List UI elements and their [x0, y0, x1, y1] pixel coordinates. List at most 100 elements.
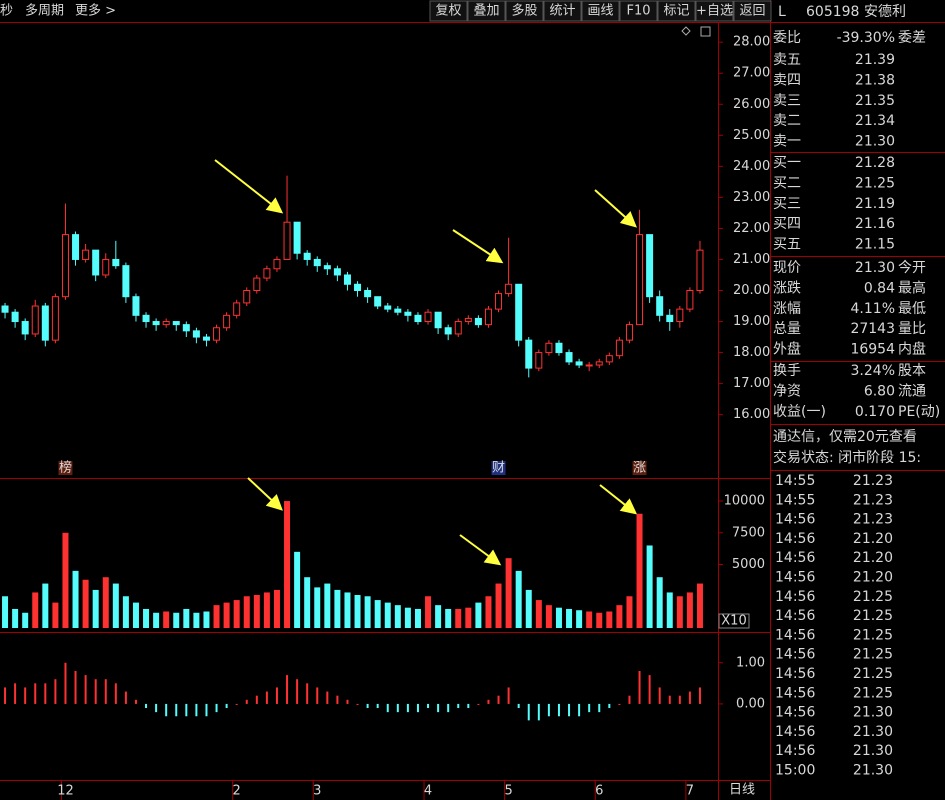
quote-right-label: 委差 — [898, 30, 926, 46]
candle-body — [313, 258, 321, 267]
unit-box — [718, 613, 750, 629]
toolbar-button[interactable] — [505, 0, 544, 22]
macd-bar — [396, 703, 399, 713]
quote-value: -39.30% — [837, 30, 895, 46]
quote-value: 21.19 — [855, 196, 895, 212]
toolbar-button-label[interactable]: 统计 — [549, 4, 575, 19]
quote-value: 21.34 — [855, 113, 895, 129]
toolbar-button-label[interactable]: 多股 — [511, 3, 537, 19]
volume-bar — [32, 592, 39, 628]
macd-bar — [507, 687, 510, 704]
macd-bar — [457, 703, 460, 709]
toolbar-button-label[interactable]: 标记 — [663, 4, 689, 19]
arrow — [599, 484, 638, 515]
quote-label: 卖二 — [773, 113, 801, 129]
candle-body — [303, 252, 311, 260]
volume-bar — [374, 600, 381, 628]
menu-item[interactable]: 更多 > — [75, 3, 116, 19]
toolbar-button[interactable] — [619, 0, 658, 22]
macd-bar — [366, 703, 369, 709]
macd-bar — [668, 695, 671, 704]
stock-code: 605198 — [806, 4, 859, 20]
volume-bar — [676, 596, 683, 628]
quote-value: 3.24% — [851, 363, 895, 379]
volume-bar — [112, 583, 119, 628]
toolbar-button[interactable] — [695, 0, 734, 22]
y-tick-label: 5000 — [732, 557, 765, 572]
macd-bar — [487, 699, 490, 704]
volume-bar — [555, 607, 562, 628]
toolbar-button-label[interactable]: 画线 — [587, 4, 613, 19]
quote-value: 21.30 — [855, 260, 895, 276]
candle-body — [92, 249, 100, 276]
trade-status: 交易状态: 闭市阶段 15: — [773, 449, 921, 466]
volume-bar — [12, 608, 19, 628]
quote-label: 买三 — [773, 196, 801, 212]
event-marker: 涨 — [633, 461, 646, 476]
macd-bar — [155, 703, 158, 713]
macd-bar — [447, 703, 450, 713]
quote-label: 涨幅 — [773, 301, 801, 317]
macd-bar — [24, 687, 27, 704]
volume-bar — [284, 501, 291, 628]
candle-body — [11, 311, 19, 323]
menu-item[interactable]: 秒 — [0, 4, 13, 19]
macd-bar — [517, 703, 520, 709]
trade-price: 21.20 — [853, 570, 893, 586]
candle-body — [595, 361, 603, 366]
macd-bar — [94, 679, 97, 704]
candle-body — [343, 274, 351, 285]
volume-bar — [193, 612, 200, 628]
candle-body — [172, 321, 180, 326]
macd-bar — [678, 695, 681, 704]
trade-time: 14:56 — [775, 550, 815, 566]
toolbar-button-label[interactable]: F10 — [626, 4, 650, 19]
toolbar-button[interactable] — [733, 0, 772, 22]
arrow — [247, 477, 283, 511]
trade-time: 14:56 — [775, 743, 815, 759]
volume-bar — [646, 545, 653, 628]
toolbar-button-label[interactable]: +自选 — [696, 4, 733, 19]
y-tick-label: 10000 — [724, 494, 765, 509]
trade-price: 21.30 — [853, 763, 893, 779]
toolbar-button[interactable] — [657, 0, 696, 22]
x-tick-label: 2 — [233, 784, 241, 799]
quote-value: 0.84 — [864, 280, 895, 296]
y-tick-label: 26.00 — [733, 97, 770, 112]
volume-bar — [636, 513, 643, 628]
arrow — [459, 534, 502, 566]
volume-bar — [616, 605, 623, 628]
toolbar-button[interactable] — [581, 0, 620, 22]
macd-bar — [406, 703, 409, 713]
volume-bar — [465, 607, 472, 628]
volume-bar — [576, 610, 583, 628]
menu-item[interactable]: 多周期 — [25, 3, 64, 19]
toolbar-button[interactable] — [543, 0, 582, 22]
volume-bar — [213, 605, 220, 628]
toolbar-button-label[interactable]: 复权 — [435, 3, 461, 19]
macd-bar — [437, 703, 440, 713]
arrow — [214, 159, 284, 214]
y-tick-label: 24.00 — [733, 159, 770, 174]
quote-label: 卖四 — [773, 72, 801, 88]
volume-bar — [2, 596, 9, 628]
event-marker-bg — [632, 461, 647, 475]
toolbar-button-label[interactable]: 叠加 — [473, 4, 499, 19]
macd-bar — [64, 662, 67, 704]
banner[interactable]: 通达信，仅需20元查看 — [773, 429, 917, 445]
volume-bar — [82, 579, 89, 628]
candle-body — [474, 317, 482, 326]
toolbar-button[interactable] — [429, 0, 468, 22]
icon[interactable] — [700, 26, 711, 37]
candle-body — [545, 342, 553, 354]
stock-name: 安德利 — [864, 4, 906, 20]
panel-icons — [681, 26, 711, 37]
macd-bar — [376, 703, 379, 709]
volume-bar — [414, 608, 421, 628]
toolbar-button-label[interactable]: 返回 — [739, 4, 765, 19]
icon[interactable] — [681, 26, 691, 36]
macd-bar — [195, 703, 198, 717]
trade-time: 14:55 — [775, 473, 815, 489]
toolbar-button[interactable] — [467, 0, 506, 22]
